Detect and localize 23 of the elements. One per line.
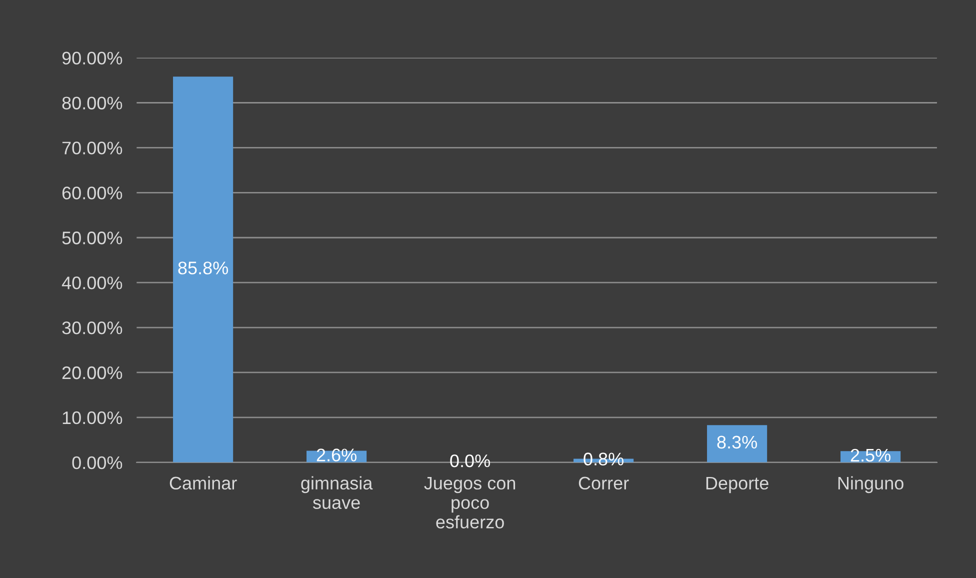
y-tick-label: 30.00% (62, 321, 122, 334)
data-label: 2.6% (316, 448, 356, 462)
y-tick-label: 0.00% (72, 456, 122, 470)
y-tick-label: 50.00% (62, 232, 122, 244)
y-tick-label: 40.00% (62, 276, 122, 290)
y-tick-label: 70.00% (62, 142, 122, 154)
x-tick-label: Caminar (170, 476, 237, 490)
y-tick-label: 10.00% (62, 411, 122, 424)
y-tick-label: 90.00% (62, 52, 122, 65)
y-tick-label: 60.00% (62, 186, 122, 200)
x-tick-label: Correr (578, 476, 629, 490)
x-tick-label: gimnasia suave (301, 476, 373, 509)
data-label: 8.3% (717, 436, 757, 449)
data-label: 85.8% (178, 262, 228, 274)
bar (707, 425, 768, 462)
data-label: 2.5% (850, 448, 890, 462)
x-tick-label: Juegos con poco esfuerzo (424, 476, 516, 528)
data-label: 0.0% (450, 454, 490, 468)
x-tick-label: Deporte (706, 476, 768, 494)
y-tick-label: 20.00% (62, 366, 122, 380)
y-tick-label: 80.00% (62, 96, 122, 110)
x-tick-label: Ninguno (838, 476, 904, 494)
bar (173, 76, 234, 462)
